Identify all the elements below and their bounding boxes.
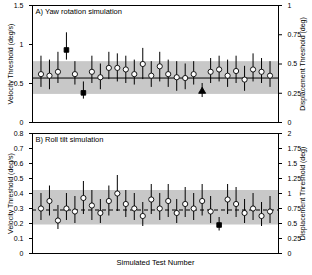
svg-text:1: 1 — [20, 41, 24, 48]
svg-text:1.75: 1.75 — [287, 144, 302, 152]
svg-text:1: 1 — [288, 2, 292, 9]
svg-text:0.75: 0.75 — [287, 31, 302, 38]
svg-text:B) Roll tilt simulation: B) Roll tilt simulation — [36, 135, 104, 144]
svg-text:0.5: 0.5 — [14, 80, 24, 87]
svg-text:0: 0 — [20, 119, 24, 126]
svg-text:0.2: 0.2 — [14, 220, 24, 227]
svg-text:Displacement Threshold (deg): Displacement Threshold (deg) — [299, 17, 307, 111]
svg-text:0: 0 — [288, 119, 292, 126]
svg-text:Velocity Threshold (deg/s): Velocity Threshold (deg/s) — [7, 153, 15, 234]
svg-text:2: 2 — [288, 130, 292, 137]
svg-text:Velocity Threshold (deg/s): Velocity Threshold (deg/s) — [7, 24, 15, 105]
svg-text:A) Yaw rotation simulation: A) Yaw rotation simulation — [36, 7, 122, 16]
svg-text:0: 0 — [288, 250, 292, 257]
svg-text:1: 1 — [288, 190, 292, 197]
svg-text:1.5: 1.5 — [288, 160, 298, 167]
svg-text:1.25: 1.25 — [287, 174, 302, 182]
svg-text:Displacement Threshold (deg): Displacement Threshold (deg) — [299, 147, 307, 241]
svg-text:0.25: 0.25 — [287, 89, 302, 97]
svg-text:0.6: 0.6 — [14, 160, 24, 167]
svg-text:0.8: 0.8 — [14, 130, 24, 137]
svg-text:0.5: 0.5 — [14, 175, 24, 182]
svg-text:0.1: 0.1 — [14, 235, 24, 242]
svg-text:0.5: 0.5 — [288, 60, 298, 67]
svg-text:Simulated Test Number: Simulated Test Number — [117, 258, 195, 267]
svg-text:0.4: 0.4 — [14, 190, 24, 197]
svg-text:1.5: 1.5 — [14, 2, 24, 9]
svg-text:0.7: 0.7 — [14, 145, 24, 152]
svg-text:0.25: 0.25 — [287, 234, 302, 242]
svg-text:0.3: 0.3 — [14, 205, 24, 212]
svg-text:0: 0 — [20, 250, 24, 257]
svg-text:0.5: 0.5 — [288, 220, 298, 227]
svg-text:0.75: 0.75 — [287, 204, 302, 212]
